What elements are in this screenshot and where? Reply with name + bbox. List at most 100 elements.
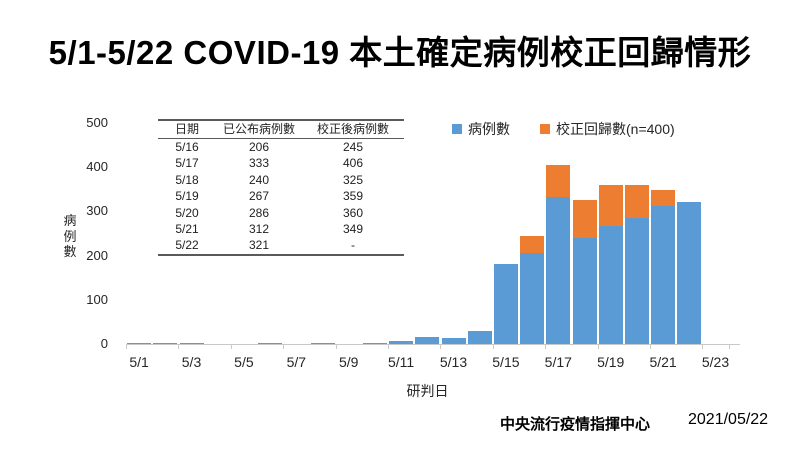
correction-table: 日期 已公布病例數 校正後病例數 5/16 206 245 5/17 333 406 5/18 2… — [158, 119, 404, 256]
bar-backlog-5/20 — [624, 184, 649, 218]
table-cell: 325 — [342, 172, 364, 187]
bar-backlog-5/18 — [572, 200, 597, 238]
legend-swatch-blue-icon — [452, 124, 462, 134]
bar-backlog-5/21 — [651, 189, 676, 207]
bar-backlog-5/16 — [520, 235, 545, 253]
x-axis-title: 研判日 — [406, 383, 449, 399]
bar-published-5/19 — [598, 226, 623, 344]
table-header-row: 日期 已公布病例數 校正後病例數 — [158, 120, 404, 139]
x-axis-tick-label: 5/9 — [338, 354, 359, 370]
report-date: 2021/05/22 — [688, 411, 769, 428]
x-axis-line-extension — [729, 344, 740, 345]
bar-published-5/6 — [258, 342, 283, 344]
table-head: 日期 已公布病例數 校正後病例數 — [158, 120, 404, 139]
bar-published-5/22 — [677, 202, 702, 344]
x-axis-tick-mark — [545, 345, 547, 349]
table-row: 5/20 286 360 — [158, 205, 404, 221]
x-axis-tick-label: 5/3 — [181, 354, 202, 370]
x-axis-tick-label: 5/15 — [492, 354, 520, 370]
table-body: 5/16 206 245 5/17 333 406 5/18 240 325 5/19 267 359… — [158, 139, 404, 255]
table-cell: 360 — [342, 205, 364, 220]
x-axis-tick-label: 5/5 — [234, 354, 254, 370]
source-org: 中央流行疫情指揮中心 — [500, 416, 651, 433]
bar-published-5/14 — [467, 331, 492, 344]
x-axis-tick-mark — [702, 345, 704, 349]
table-cell: 406 — [342, 156, 364, 171]
page-title: 5/1-5/22 COVID-19 本土確定病例校正回歸情形 — [48, 34, 752, 71]
bar-backlog-5/19 — [598, 185, 623, 226]
table-cell: 286 — [248, 205, 270, 220]
x-axis-tick-mark — [440, 345, 442, 349]
bar-published-5/3 — [179, 342, 204, 344]
y-axis-tick-label: 100 — [86, 291, 108, 307]
table-cell: 333 — [248, 156, 270, 171]
y-axis-tick-label: 300 — [86, 203, 108, 219]
x-axis-tick-mark — [388, 345, 389, 349]
x-axis-tick-label: 5/17 — [544, 354, 572, 370]
table-cell: 359 — [342, 189, 364, 204]
x-axis-tick-mark — [335, 345, 337, 349]
x-axis-tick-mark — [126, 345, 127, 349]
table-cell: 321 — [248, 238, 270, 253]
table-cell: 206 — [248, 140, 270, 154]
y-axis-tick-label: 0 — [100, 336, 108, 351]
x-axis-tick-mark — [597, 345, 599, 349]
bar-published-5/15 — [493, 264, 518, 344]
x-axis-tick-label: 5/23 — [701, 354, 730, 370]
bar-published-5/21 — [651, 206, 676, 344]
bar-published-5/16 — [520, 252, 545, 344]
table-header-cell: 已公布病例數 — [216, 120, 302, 139]
table-cell: 240 — [248, 172, 270, 187]
y-axis-tick-label: 400 — [86, 159, 108, 175]
bar-published-5/20 — [624, 217, 649, 344]
table-cell: 5/22 — [175, 238, 199, 253]
legend-item-backlog: 校正回歸數(n=400) — [540, 119, 675, 139]
legend-label-cases: 病例數 — [468, 121, 510, 137]
x-axis-tick-mark — [283, 345, 285, 349]
legend-label-backlog: 校正回歸數(n=400) — [556, 121, 675, 137]
table-row: 5/19 267 359 — [158, 188, 404, 204]
table-cell: 5/16 — [175, 140, 199, 154]
table-cell: 5/20 — [175, 205, 199, 220]
bar-published-5/8 — [310, 342, 335, 344]
bar-published-5/11 — [389, 340, 414, 344]
table-cell: 5/18 — [175, 172, 199, 187]
bar-backlog-5/17 — [546, 164, 571, 197]
bar-published-5/17 — [546, 196, 571, 344]
table-header-cell: 校正後病例數 — [302, 120, 404, 139]
x-axis-tick-mark — [178, 345, 180, 349]
table-row: 5/22 321 - — [158, 237, 404, 254]
x-axis-tick-mark — [230, 345, 232, 349]
bar-published-5/2 — [153, 342, 178, 344]
table-cell: 349 — [342, 222, 364, 237]
table-row: 5/17 333 406 — [158, 155, 404, 171]
x-axis-tick-mark — [650, 345, 651, 349]
table-cell: 5/17 — [175, 156, 199, 171]
y-axis-tick-label: 500 — [86, 115, 108, 130]
bar-published-5/13 — [441, 338, 466, 344]
bar-published-5/12 — [415, 336, 440, 344]
x-axis-tick-label: 5/21 — [649, 354, 677, 370]
table-cell: 312 — [248, 222, 270, 237]
legend-swatch-orange-icon — [540, 124, 550, 134]
y-axis-title: 病 例 數 — [63, 213, 77, 259]
table-cell: 5/21 — [175, 222, 199, 237]
table-cell: 267 — [248, 189, 270, 204]
bar-published-5/10 — [362, 342, 387, 344]
legend-item-cases: 病例數 — [452, 119, 510, 139]
x-axis-tick-label: 5/19 — [597, 354, 625, 370]
table-header-cell: 日期 — [158, 120, 216, 139]
table-cell: 245 — [342, 140, 364, 154]
table-row: 5/21 312 349 — [158, 221, 404, 237]
bar-published-5/1 — [127, 342, 152, 344]
table-row: 5/18 240 325 — [158, 172, 404, 188]
plot-area — [126, 123, 729, 345]
table-cell: 5/19 — [175, 189, 199, 204]
x-axis-tick-label: 5/1 — [129, 354, 149, 370]
table-cell: - — [351, 238, 355, 253]
table-row: 5/16 206 245 — [158, 139, 404, 156]
y-axis-tick-label: 200 — [86, 247, 108, 263]
x-axis-tick-label: 5/11 — [387, 354, 415, 370]
x-axis-tick-mark — [492, 345, 494, 349]
